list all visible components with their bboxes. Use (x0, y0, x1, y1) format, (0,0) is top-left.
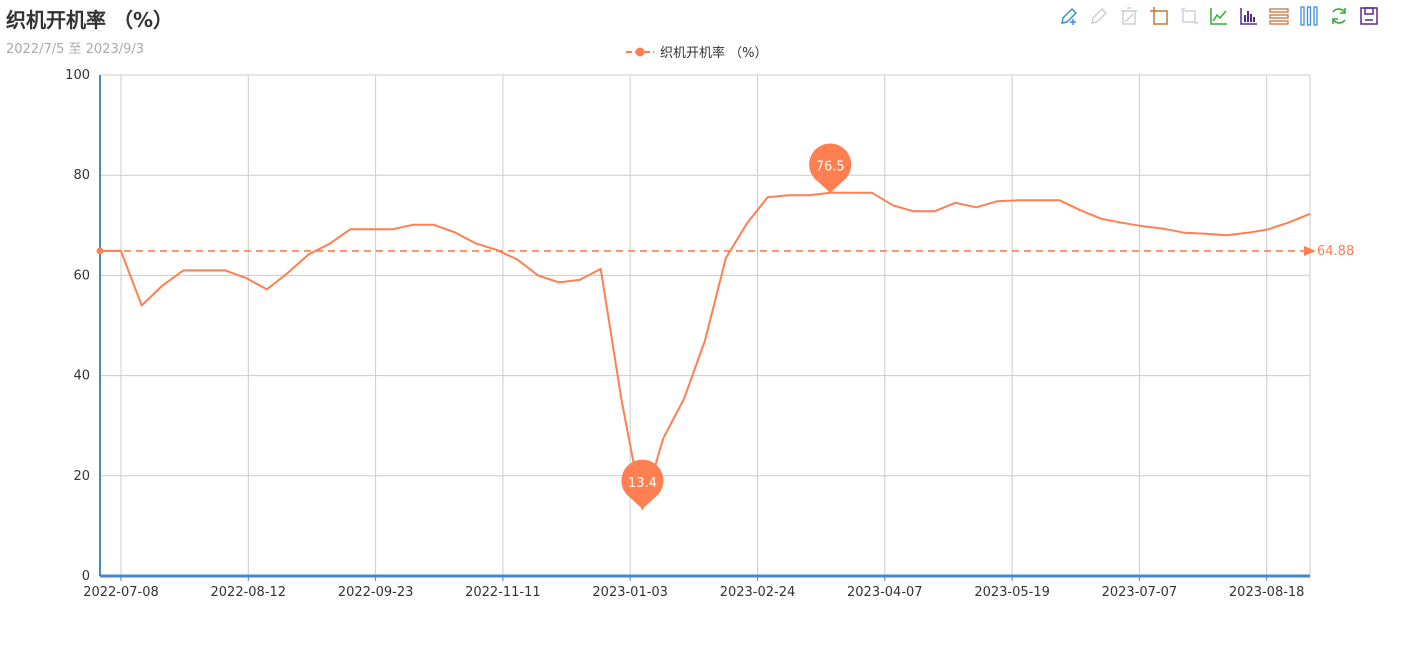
line-chart-icon[interactable] (1206, 4, 1232, 28)
average-line-label: 64.88 (1317, 244, 1354, 259)
x-tick-label: 2023-04-07 (847, 585, 923, 600)
marker-label: 13.4 (628, 476, 657, 491)
series-line (100, 191, 1311, 510)
chart-legend[interactable]: 织机开机率 （%） (626, 42, 768, 61)
average-line-arrow (1304, 245, 1316, 256)
x-tick-label: 2022-09-23 (338, 585, 414, 600)
legend-label: 织机开机率 （%） (660, 46, 768, 61)
bar-chart-icon[interactable] (1236, 4, 1262, 28)
zoom-area-icon[interactable] (1146, 4, 1172, 28)
y-tick-label: 20 (73, 469, 90, 484)
legend-line-icon (626, 47, 654, 56)
save-icon[interactable] (1356, 4, 1382, 28)
y-tick-label: 0 (82, 569, 90, 584)
pencil-icon[interactable] (1086, 4, 1112, 28)
marker-pin (621, 459, 664, 509)
marker-pin (809, 143, 852, 193)
x-tick-label: 2022-08-12 (211, 585, 287, 600)
y-tick-label: 40 (73, 369, 90, 384)
x-tick-label: 2023-01-03 (592, 585, 668, 600)
y-tick-label: 80 (73, 168, 90, 183)
y-tick-label: 60 (73, 268, 90, 283)
x-tick-label: 2023-05-19 (974, 585, 1050, 600)
x-tick-label: 2022-07-08 (83, 585, 159, 600)
y-tick-label: 100 (65, 68, 90, 83)
pencil-add-icon[interactable] (1056, 4, 1082, 28)
stack-icon[interactable] (1266, 4, 1292, 28)
toolbox (1056, 4, 1382, 28)
x-tick-label: 2023-02-24 (720, 585, 796, 600)
x-tick-label: 2023-07-07 (1102, 585, 1178, 600)
marker-label: 76.5 (816, 160, 845, 175)
refresh-icon[interactable] (1326, 4, 1352, 28)
tiled-icon[interactable] (1296, 4, 1322, 28)
x-tick-label: 2022-11-11 (465, 585, 541, 600)
zoom-reset-icon[interactable] (1176, 4, 1202, 28)
eraser-icon[interactable] (1116, 4, 1142, 28)
chart-subtitle: 2022/7/5 至 2023/9/3 (6, 42, 145, 57)
x-tick-label: 2023-08-18 (1229, 585, 1305, 600)
chart-title: 织机开机率 （%） (6, 8, 174, 32)
